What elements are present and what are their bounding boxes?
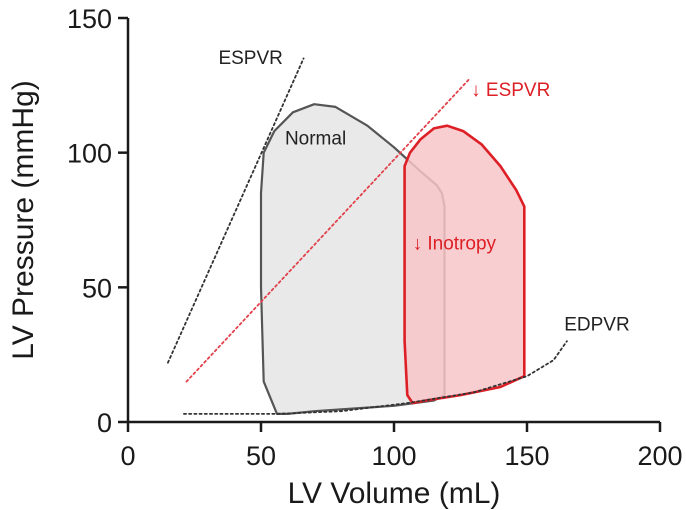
y-axis-title: LV Pressure (mmHg)	[7, 80, 40, 360]
line-espvr	[166, 57, 305, 364]
y-tick-label: 100	[67, 139, 112, 169]
y-tick-label: 50	[82, 273, 112, 303]
axes: LV Volume (mL) LV Pressure (mmHg)	[7, 18, 660, 510]
pv-loop-inotropy	[403, 124, 526, 405]
y-tick-label: 150	[67, 4, 112, 34]
x-tick-label: 50	[246, 441, 276, 471]
x-tick-label: 0	[120, 441, 135, 471]
annotation-normal: Normal	[285, 129, 346, 150]
annotation-espvr: ↓ ESPVR	[471, 80, 550, 101]
annotations: ESPVR ↓ ESPVR Normal ↓ Inotropy EDPVR	[218, 48, 629, 336]
plot-area	[166, 57, 568, 415]
annotation-inotropy: ↓ Inotropy	[413, 234, 497, 255]
x-tick-label: 100	[371, 441, 416, 471]
line-espvr	[185, 79, 470, 383]
line-edpvr	[182, 340, 568, 415]
x-tick-label: 200	[637, 441, 682, 471]
axis-ticks: 0 50 100 150 200 0 50 100 150	[67, 4, 683, 471]
annotation-edpvr: EDPVR	[564, 314, 629, 335]
y-tick-label: 0	[97, 408, 112, 438]
annotation-espvr: ESPVR	[218, 48, 282, 69]
x-axis-title: LV Volume (mL)	[288, 477, 501, 510]
x-tick-label: 150	[504, 441, 549, 471]
